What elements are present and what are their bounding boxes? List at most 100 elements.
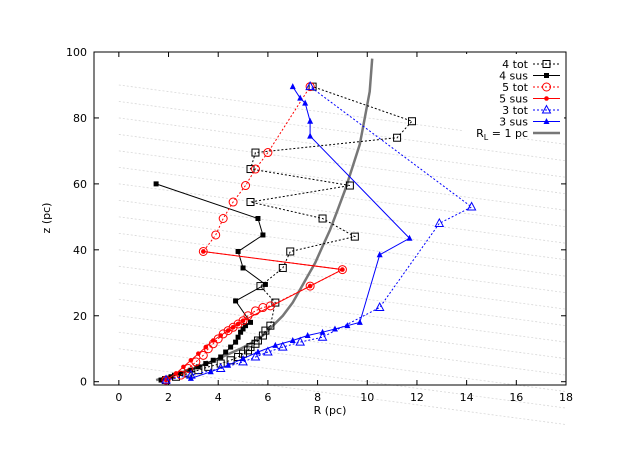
data-point <box>211 230 221 240</box>
data-point <box>235 321 241 327</box>
data-point <box>195 364 201 370</box>
data-point <box>238 329 244 335</box>
guide-line <box>118 249 567 310</box>
series-layer <box>153 58 477 385</box>
data-point <box>255 216 261 221</box>
guide-line <box>118 232 567 294</box>
data-point <box>393 133 402 142</box>
data-point <box>218 354 224 360</box>
data-point <box>307 117 314 124</box>
data-point <box>407 117 416 126</box>
legend-entry: RL = 1 pc <box>476 127 560 142</box>
legend-label: 5 tot <box>502 81 529 94</box>
axis-ticks: 0 2 4 6 8 10 12 14 16 18 0 20 40 60 80 100 <box>66 46 573 404</box>
data-point <box>196 351 201 356</box>
series-line <box>165 86 473 381</box>
data-point <box>318 214 327 223</box>
guide-line <box>118 150 567 211</box>
data-point <box>262 281 268 287</box>
data-point <box>260 232 266 238</box>
x-tick-label: 12 <box>410 391 424 404</box>
data-point <box>243 323 249 329</box>
data-point <box>216 359 225 368</box>
data-point <box>201 249 206 254</box>
legend-marker <box>544 96 549 101</box>
data-point <box>218 214 228 223</box>
x-tick-label: 10 <box>360 391 374 404</box>
data-point <box>178 370 184 376</box>
y-tick-label: 40 <box>73 244 87 257</box>
x-tick-label: 6 <box>264 391 271 404</box>
legend-entry: 3 sus <box>499 116 560 129</box>
data-point <box>246 198 255 207</box>
data-point <box>266 321 275 330</box>
data-point <box>223 349 229 355</box>
guide-line <box>118 101 567 162</box>
legend-label: 5 sus <box>499 93 528 106</box>
data-point <box>228 344 234 350</box>
series-5-sus <box>163 249 345 383</box>
data-point <box>272 341 279 348</box>
data-point <box>241 181 251 191</box>
guide-line <box>118 183 567 244</box>
data-point <box>265 301 275 311</box>
y-tick-label: 100 <box>66 46 87 59</box>
x-tick-label: 18 <box>559 391 573 404</box>
data-point <box>238 356 248 366</box>
data-point <box>406 234 413 241</box>
legend-entry: 4 tot <box>502 58 560 71</box>
data-point <box>304 332 311 339</box>
guide-line <box>118 265 567 327</box>
legend-entry: 5 sus <box>499 93 560 106</box>
data-point <box>240 326 246 332</box>
guide-line <box>118 298 567 360</box>
data-point <box>337 265 347 275</box>
data-point <box>246 165 255 174</box>
data-point <box>297 94 304 101</box>
data-point <box>153 181 159 187</box>
guide-line <box>118 282 567 343</box>
x-tick-label: 8 <box>314 391 321 404</box>
data-point <box>240 265 246 271</box>
data-point <box>188 357 194 363</box>
data-point <box>233 339 239 345</box>
series-line <box>190 86 411 379</box>
y-axis-label: z (pc) <box>40 203 53 234</box>
legend-suffix: = 1 pc <box>488 127 528 140</box>
guide-line <box>118 84 567 145</box>
data-point <box>289 336 296 343</box>
series-3-tot <box>161 81 477 384</box>
data-point <box>198 246 208 256</box>
legend-subscript: L <box>484 133 489 142</box>
data-point <box>350 232 359 241</box>
y-tick-label: 80 <box>73 112 87 125</box>
data-point <box>235 334 241 340</box>
legend-entry: 3 tot <box>502 104 560 117</box>
series-line <box>165 86 413 381</box>
data-point <box>331 325 338 332</box>
series-4-tot <box>162 82 416 385</box>
data-point <box>434 217 445 227</box>
legend-label: RL = 1 pc <box>476 127 528 142</box>
data-point <box>248 319 254 325</box>
guide-line <box>118 315 567 376</box>
guide-line <box>118 364 567 425</box>
legend-marker <box>542 60 551 68</box>
data-point <box>307 132 314 139</box>
guide-line <box>118 134 567 195</box>
x-tick-label: 4 <box>215 391 222 404</box>
series-5-tot <box>161 82 347 385</box>
data-point <box>277 341 288 351</box>
data-point <box>240 318 246 324</box>
data-point <box>250 306 260 316</box>
data-point <box>250 164 260 174</box>
data-point <box>210 338 216 343</box>
legend-label: 3 tot <box>502 104 529 117</box>
data-point <box>286 247 295 256</box>
data-point <box>254 348 261 355</box>
data-point <box>278 263 287 272</box>
data-point <box>305 281 315 291</box>
data-point <box>240 355 247 362</box>
